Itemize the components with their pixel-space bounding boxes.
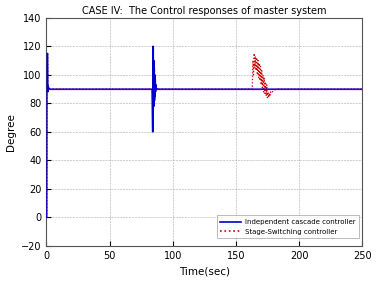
X-axis label: Time(sec): Time(sec) xyxy=(179,266,230,276)
Title: CASE IV:  The Control responses of master system: CASE IV: The Control responses of master… xyxy=(82,6,326,16)
Y-axis label: Degree: Degree xyxy=(6,113,15,151)
Legend: Independent cascade controller, Stage-Switching controller: Independent cascade controller, Stage-Sw… xyxy=(217,215,359,238)
